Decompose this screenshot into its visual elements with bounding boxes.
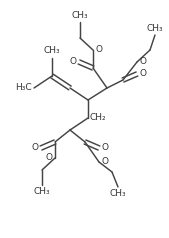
Text: CH₂: CH₂ (90, 114, 107, 123)
Text: O: O (101, 144, 108, 153)
Text: CH₃: CH₃ (72, 11, 88, 20)
Text: CH₃: CH₃ (44, 46, 60, 55)
Text: H₃C: H₃C (15, 84, 32, 93)
Text: O: O (101, 158, 108, 167)
Text: O: O (95, 45, 102, 55)
Text: O: O (139, 69, 146, 79)
Text: O: O (70, 58, 77, 66)
Text: CH₃: CH₃ (110, 189, 126, 198)
Text: O: O (46, 154, 53, 163)
Text: CH₃: CH₃ (34, 187, 50, 196)
Text: CH₃: CH₃ (147, 24, 163, 33)
Text: O: O (139, 58, 146, 66)
Text: O: O (32, 144, 39, 153)
